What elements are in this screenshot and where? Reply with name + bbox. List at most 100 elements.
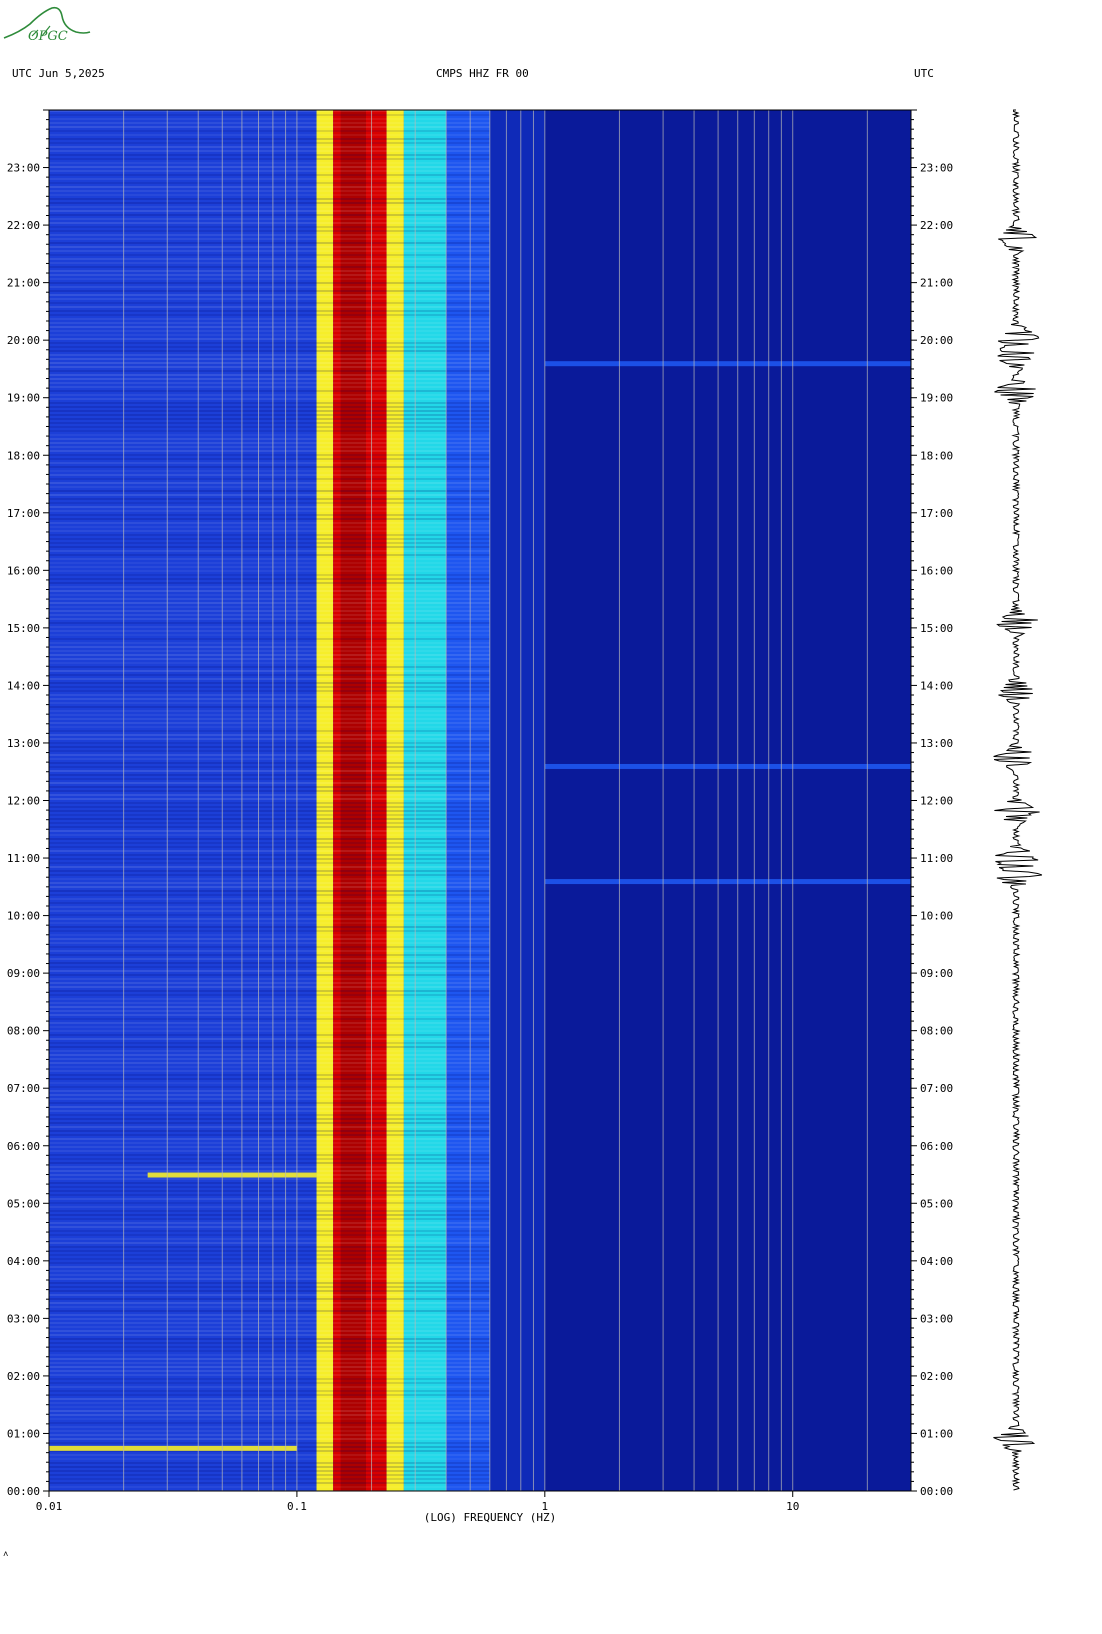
time-stripe (49, 818, 490, 820)
time-stripe (49, 522, 490, 524)
time-stripe (49, 374, 490, 376)
time-stripe (49, 350, 490, 352)
time-stripe (49, 926, 490, 928)
time-stripe (49, 1478, 490, 1480)
time-stripe (49, 970, 490, 972)
time-stripe (49, 1034, 490, 1036)
time-stripe (49, 606, 490, 608)
y-tick-label: 08:00 (920, 1025, 953, 1038)
time-stripe (49, 1222, 490, 1224)
time-stripe (49, 722, 490, 724)
x-tick-label: 0.1 (287, 1500, 307, 1513)
time-stripe (49, 910, 490, 912)
x-tick-label: 10 (786, 1500, 799, 1513)
time-stripe (49, 922, 490, 924)
time-stripe (49, 950, 490, 952)
time-stripe (49, 726, 490, 728)
time-stripe (49, 334, 490, 336)
y-tick-label: 23:00 (920, 162, 953, 175)
time-stripe (49, 934, 490, 936)
time-stripe (49, 806, 490, 808)
time-stripe (49, 414, 490, 416)
y-tick-label: 11:00 (920, 852, 953, 865)
time-stripe (49, 870, 490, 872)
time-stripe (49, 542, 490, 544)
time-stripe (49, 570, 490, 572)
y-tick-label: 07:00 (7, 1082, 40, 1095)
time-stripe (49, 218, 490, 220)
time-stripe (49, 1358, 490, 1360)
time-stripe (49, 338, 490, 340)
time-stripe (49, 1262, 490, 1264)
time-stripe (49, 710, 490, 712)
y-tick-label: 00:00 (7, 1485, 40, 1498)
time-stripe (49, 1118, 490, 1120)
time-stripe (49, 590, 490, 592)
time-stripe (49, 306, 490, 308)
time-stripe (49, 518, 490, 520)
time-stripe (49, 458, 490, 460)
time-stripe (49, 418, 490, 420)
time-stripe (49, 742, 490, 744)
time-stripe (49, 118, 490, 120)
time-stripe (49, 122, 490, 124)
time-stripe (49, 430, 490, 432)
time-stripe (49, 1042, 490, 1044)
time-stripe (49, 198, 490, 200)
time-stripe (49, 1226, 490, 1228)
time-stripe (49, 1146, 490, 1148)
y-tick-label: 09:00 (920, 967, 953, 980)
time-stripe (49, 1186, 490, 1188)
time-stripe (49, 1362, 490, 1364)
time-stripe (49, 450, 490, 452)
header-utc-right: UTC (914, 67, 934, 80)
time-stripe (49, 958, 490, 960)
y-tick-label: 05:00 (920, 1197, 953, 1210)
time-stripe (49, 1122, 490, 1124)
event-feature-3 (544, 763, 911, 769)
time-stripe (49, 1006, 490, 1008)
time-stripe (49, 634, 490, 636)
time-stripe (49, 1326, 490, 1328)
time-stripe (49, 170, 490, 172)
time-stripe (49, 442, 490, 444)
time-stripe (49, 638, 490, 640)
time-stripe (49, 1234, 490, 1236)
time-stripe (49, 1302, 490, 1304)
y-tick-label: 18:00 (920, 449, 953, 462)
time-stripe (49, 770, 490, 772)
transition-region (489, 110, 545, 1491)
time-stripe (49, 530, 490, 532)
time-stripe (49, 1074, 490, 1076)
time-stripe (49, 230, 490, 232)
time-stripe (49, 1430, 490, 1432)
y-tick-label: 02:00 (920, 1370, 953, 1383)
time-stripe (49, 146, 490, 148)
time-stripe (49, 754, 490, 756)
logo-text: OPGC (28, 29, 68, 44)
time-stripe (49, 1070, 490, 1072)
y-tick-label: 03:00 (7, 1312, 40, 1325)
time-stripe (49, 614, 490, 616)
time-stripe (49, 1370, 490, 1372)
time-stripe (49, 850, 490, 852)
time-stripe (49, 562, 490, 564)
time-stripe (49, 1318, 490, 1320)
y-tick-label: 17:00 (920, 507, 953, 520)
y-tick-label: 10:00 (920, 910, 953, 923)
time-stripe (49, 1198, 490, 1200)
time-stripe (49, 858, 490, 860)
time-stripe (49, 526, 490, 528)
time-stripe (49, 1458, 490, 1460)
time-stripe (49, 1170, 490, 1172)
time-stripe (49, 822, 490, 824)
time-stripe (49, 862, 490, 864)
y-tick-label: 19:00 (7, 392, 40, 405)
time-stripe (49, 674, 490, 676)
time-stripe (49, 618, 490, 620)
time-stripe (49, 206, 490, 208)
time-stripe (49, 738, 490, 740)
time-stripe (49, 534, 490, 536)
time-stripe (49, 186, 490, 188)
time-stripe (49, 1094, 490, 1096)
